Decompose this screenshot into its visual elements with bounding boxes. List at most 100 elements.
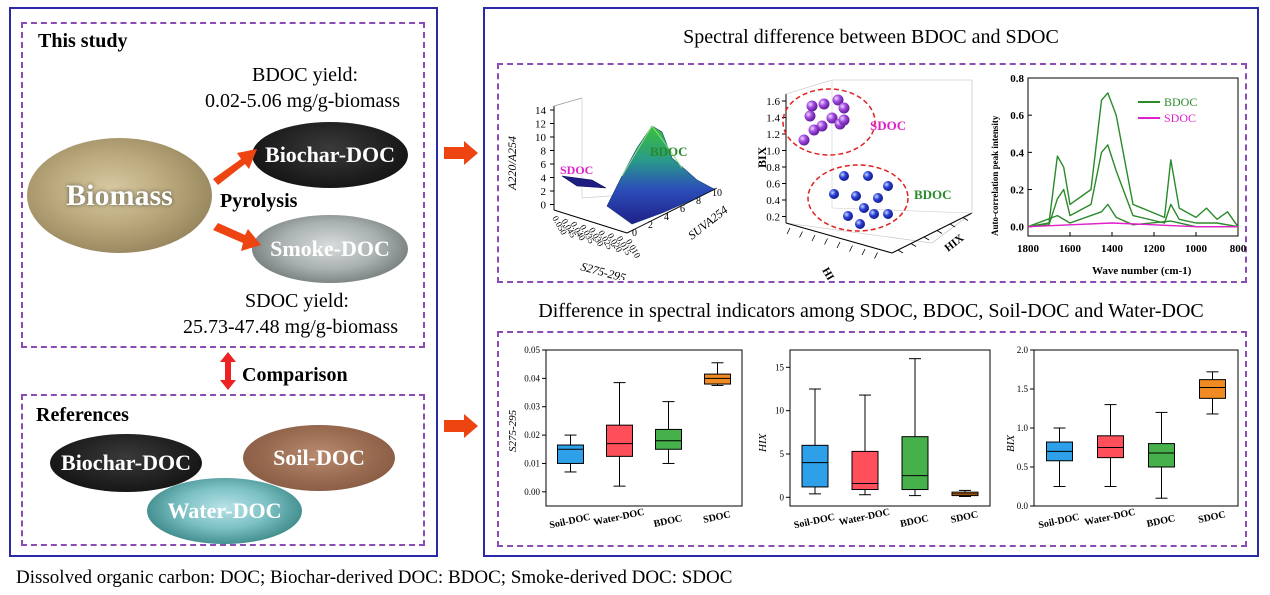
ref-water-doc-label: Water-DOC: [167, 498, 282, 523]
scatter3d-points: [798, 94, 893, 229]
surface-y-tick-label: 2: [648, 220, 653, 231]
scatter3d-hi-tick: [786, 227, 791, 235]
surface-y-tick-label: 8: [696, 196, 701, 207]
box-y-tick-label: 0.05: [524, 345, 540, 355]
right-panel: [483, 7, 1259, 557]
line-series-bdoc-2-: [1027, 144, 1239, 228]
biomass-label: Biomass: [66, 178, 173, 212]
scatter3d-hix-label: HIX: [942, 232, 966, 254]
scatter3d-hix-tick: [897, 249, 904, 254]
scatter3d-hix-tick: [962, 217, 969, 221]
box-body-bdoc: [1148, 443, 1175, 468]
box-y-label: HIX: [757, 432, 769, 453]
box-y-tick-label: 0.02: [524, 430, 540, 440]
sdoc-point: [818, 98, 830, 110]
arrow-top-right: [444, 141, 478, 165]
surface-mesh: [606, 125, 715, 225]
sdoc-point: [838, 102, 850, 114]
smoke-doc-label: Smoke-DOC: [270, 236, 390, 261]
surface-y-label: SUVA254: [685, 203, 730, 243]
bottom-section-title: Difference in spectral indicators among …: [538, 300, 1204, 322]
bdoc-cluster-ring: [807, 164, 909, 232]
line-chart-x-tick-label: 1200: [1143, 243, 1166, 255]
bdoc-point: [873, 193, 883, 203]
box-body-sdoc: [1199, 379, 1226, 399]
box-y-tick-label: 2.0: [1017, 345, 1029, 355]
surface-y-tick-label: 10: [712, 188, 722, 199]
ref-water-doc-oval: Water-DOC: [147, 478, 302, 544]
surface-y-tick-label: 6: [680, 204, 685, 215]
bdoc-yield-value: 0.02-5.06 mg/g-biomass: [205, 90, 400, 112]
box-body-water-doc: [1097, 435, 1124, 459]
top-section-title: Spectral difference between BDOC and SDO…: [683, 26, 1059, 48]
scatter3d-sdoc-label: SDOC: [870, 118, 906, 133]
box-category-label: SDOC: [702, 509, 731, 526]
biochar-doc-label: Biochar-DOC: [265, 142, 395, 167]
box-y-label: S275-295: [507, 409, 519, 452]
box-category-label: BDOC: [653, 513, 684, 530]
scatter3d-z-tick-label: 1.2: [766, 129, 780, 141]
sdoc-yield-label: SDOC yield:: [245, 290, 349, 312]
box-y-tick-label: 0.00: [524, 487, 540, 497]
box-category-label: BDOC: [1146, 513, 1177, 530]
scatter3d-hi-tick: [824, 238, 828, 245]
box-category-label: Water-DOC: [1083, 507, 1136, 529]
bdoc-point: [859, 203, 869, 213]
box-category-label: Water-DOC: [592, 507, 645, 529]
bdoc-point: [863, 171, 873, 181]
box-category-label: SDOC: [1197, 509, 1226, 526]
box-y-tick-label: 0.03: [524, 402, 540, 412]
references-box: [21, 394, 425, 546]
line-chart-axes: 0.8 0.6 0.4 0.2 0.0 1800 1600 1400 1200 1000 800: [1010, 73, 1246, 255]
bdoc-point: [883, 181, 893, 191]
line-chart-y-label: Auto-correlation peak intensity: [990, 115, 1000, 236]
box-body-soil-doc: [557, 444, 584, 464]
scatter3d-z-ticks: 1.6 1.4 1.2 1.0 0.8 0.6 0.4 0.2: [766, 96, 786, 224]
scatter3d-z-tick-label: 0.2: [766, 212, 780, 224]
sdoc-point: [808, 124, 820, 136]
surface-x-label: S275-295: [579, 259, 627, 280]
line-chart-x-tick-label: 1400: [1101, 243, 1124, 255]
legend-label-sdoc: SDOC: [1164, 111, 1196, 125]
ref-biochar-doc-oval: Biochar-DOC: [50, 434, 202, 492]
box-y-tick-label: 0.0: [1017, 501, 1029, 511]
scatter3d-hi-tick: [799, 231, 803, 238]
line-series-sdoc: [1027, 222, 1238, 228]
arrow-to-biochar: [213, 149, 257, 185]
surface-z-tick-label: 10: [535, 132, 547, 144]
comparison-arrow: [220, 352, 236, 390]
box-y-tick-label: 0.04: [524, 373, 540, 383]
line-chart-y-tick-label: 0.6: [1010, 110, 1024, 122]
bdoc-point: [883, 209, 893, 219]
sdoc-point: [798, 134, 810, 146]
scatter3d-hix-tick: [910, 243, 917, 247]
box-y-tick-label: 0.5: [1017, 462, 1029, 472]
sdoc-point: [826, 112, 838, 124]
line-chart-x-tick-label: 1600: [1059, 243, 1082, 255]
scatter3d-hix-ticks: [897, 217, 969, 254]
scatter3d-hi-ticks: [786, 227, 878, 259]
arrow-to-smoke: [213, 223, 261, 251]
scatter3d-bdoc-label: BDOC: [914, 187, 952, 202]
surface-y-tick-label: 4: [664, 212, 669, 223]
scatter3d-z-tick-label: 0.4: [766, 195, 780, 207]
line-chart-series: [1027, 92, 1239, 228]
line-chart-y-tick-label: 0.8: [1010, 73, 1024, 85]
box-y-tick-label: 5: [780, 449, 785, 459]
bottom-plots-box: [497, 331, 1247, 547]
box-category-label: BDOC: [899, 513, 930, 530]
scatter3d-z-tick-label: 0.8: [766, 162, 780, 174]
line-series-bdoc-3-: [1027, 203, 1238, 228]
line-chart-legend: BDOC SDOC: [1138, 95, 1197, 125]
scatter3d-hix-tick: [923, 236, 930, 241]
left-panel: [9, 7, 438, 557]
box-category-label: SDOC: [950, 509, 979, 526]
sdoc-point: [804, 110, 816, 122]
sdoc-point: [806, 100, 818, 112]
scatter3d-z-tick-label: 1.6: [766, 96, 780, 108]
sdoc-point: [832, 94, 844, 106]
pyrolysis-label: Pyrolysis: [220, 190, 298, 212]
bdoc-point: [855, 219, 865, 229]
